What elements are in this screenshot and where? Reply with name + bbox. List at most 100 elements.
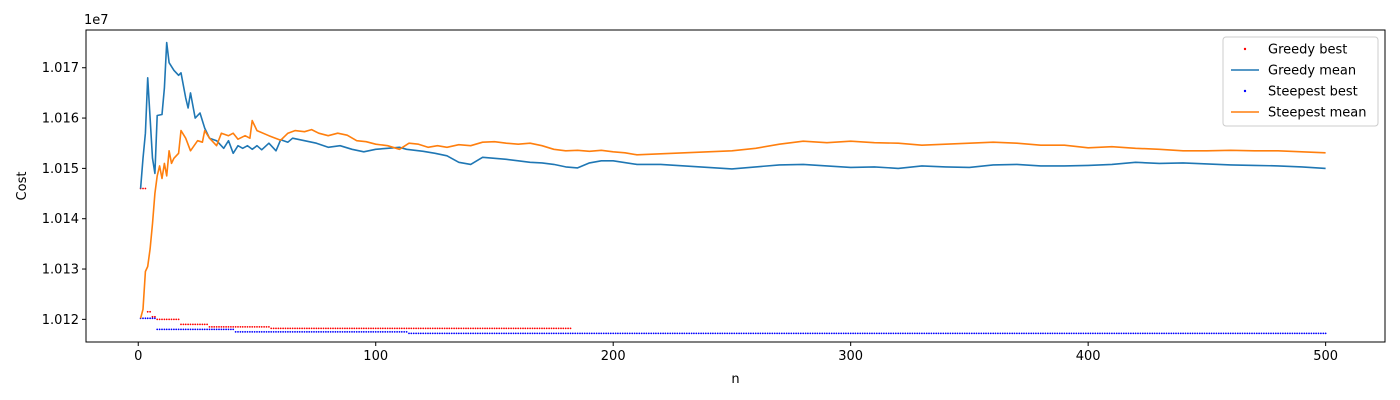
- steepest-best-point: [1189, 332, 1192, 335]
- greedy-best-point: [201, 323, 204, 326]
- greedy-best-point: [322, 327, 325, 330]
- steepest-best-point: [697, 332, 700, 335]
- axes-frame: [85, 29, 1386, 343]
- greedy-best-point: [301, 327, 303, 330]
- steepest-best-point: [1194, 332, 1196, 335]
- steepest-best-point: [745, 332, 748, 335]
- steepest-best-point: [757, 332, 759, 335]
- y-axis-label: Cost: [15, 172, 30, 201]
- steepest-best-point: [792, 332, 795, 335]
- greedy-best-point: [569, 327, 572, 330]
- steepest-best-point: [897, 332, 900, 335]
- steepest-best-point: [593, 332, 596, 335]
- steepest-best-point: [797, 332, 800, 335]
- steepest-best-point: [826, 332, 828, 335]
- steepest-best-point: [1177, 332, 1180, 335]
- steepest-best-point: [227, 328, 230, 331]
- steepest-best-point: [220, 328, 223, 331]
- steepest-best-point: [942, 332, 945, 335]
- steepest-best-point: [992, 332, 995, 335]
- greedy-best-point: [199, 323, 201, 326]
- greedy-best-point: [543, 327, 546, 330]
- steepest-best-point: [1312, 332, 1315, 335]
- steepest-best-point: [940, 332, 942, 335]
- steepest-best-point: [1018, 332, 1021, 335]
- steepest-best-point: [982, 332, 985, 335]
- greedy-best-point: [446, 327, 448, 330]
- steepest-best-point: [609, 332, 612, 335]
- greedy-best-point: [379, 327, 382, 330]
- steepest-best-point: [564, 332, 567, 335]
- steepest-best-point: [1039, 332, 1042, 335]
- steepest-best-point: [602, 332, 605, 335]
- greedy-best-point: [548, 327, 550, 330]
- steepest-best-point: [759, 332, 762, 335]
- steepest-best-point: [306, 331, 308, 333]
- steepest-best-point: [1172, 332, 1175, 335]
- steepest-best-point: [576, 332, 579, 335]
- greedy-best-point: [374, 327, 377, 330]
- steepest-best-point: [769, 332, 771, 335]
- steepest-best-point: [925, 332, 928, 335]
- greedy-best-point: [196, 323, 199, 326]
- steepest-best-point: [726, 332, 729, 335]
- greedy-best-point: [313, 327, 315, 330]
- steepest-best-point: [788, 332, 790, 335]
- steepest-best-point: [761, 332, 764, 335]
- greedy-best-point: [517, 327, 520, 330]
- greedy-best-point: [370, 327, 372, 330]
- steepest-best-point: [241, 331, 244, 333]
- steepest-best-markers: [139, 317, 1327, 335]
- legend-label-steepest-best: Steepest best: [1268, 85, 1358, 100]
- greedy-best-point: [282, 327, 284, 330]
- steepest-best-point: [588, 332, 591, 335]
- steepest-best-point: [1122, 332, 1125, 335]
- steepest-best-point: [533, 332, 536, 335]
- steepest-best-point: [417, 332, 420, 335]
- greedy-best-point: [481, 327, 484, 330]
- steepest-best-point: [664, 332, 667, 335]
- steepest-best-point: [218, 328, 220, 331]
- steepest-best-point: [598, 332, 600, 335]
- greedy-best-point: [403, 327, 406, 330]
- steepest-best-point: [410, 332, 413, 335]
- steepest-best-point: [624, 332, 626, 335]
- greedy-best-point: [177, 318, 180, 321]
- steepest-best-point: [315, 331, 318, 333]
- steepest-best-point: [887, 332, 890, 335]
- steepest-best-point: [560, 332, 562, 335]
- steepest-best-point: [222, 328, 225, 331]
- greedy-best-point: [519, 327, 522, 330]
- steepest-best-point: [353, 331, 356, 333]
- steepest-best-point: [272, 331, 275, 333]
- steepest-best-point: [1080, 332, 1082, 335]
- steepest-best-point: [1096, 332, 1099, 335]
- greedy-best-point: [384, 327, 387, 330]
- greedy-best-point: [208, 326, 211, 328]
- steepest-best-point: [1058, 332, 1061, 335]
- steepest-best-point: [531, 332, 534, 335]
- steepest-best-point: [341, 331, 344, 333]
- steepest-best-point: [351, 331, 353, 333]
- steepest-best-point: [441, 332, 444, 335]
- steepest-best-point: [1229, 332, 1232, 335]
- steepest-best-point: [1310, 332, 1313, 335]
- greedy-best-point: [251, 326, 254, 328]
- steepest-best-point: [149, 317, 152, 320]
- greedy-best-point: [541, 327, 543, 330]
- steepest-best-point: [412, 332, 415, 335]
- greedy-best-point: [493, 327, 496, 330]
- steepest-best-point: [963, 332, 966, 335]
- steepest-best-point: [201, 328, 204, 331]
- steepest-best-point: [557, 332, 560, 335]
- steepest-best-point: [799, 332, 802, 335]
- steepest-best-point: [175, 328, 178, 331]
- steepest-best-point: [1210, 332, 1213, 335]
- greedy-best-point: [291, 327, 294, 330]
- steepest-best-point: [403, 331, 406, 333]
- greedy-best-point: [512, 327, 515, 330]
- greedy-best-point: [218, 326, 220, 328]
- steepest-best-point: [374, 331, 377, 333]
- steepest-best-point: [249, 331, 251, 333]
- steepest-best-point: [1198, 332, 1201, 335]
